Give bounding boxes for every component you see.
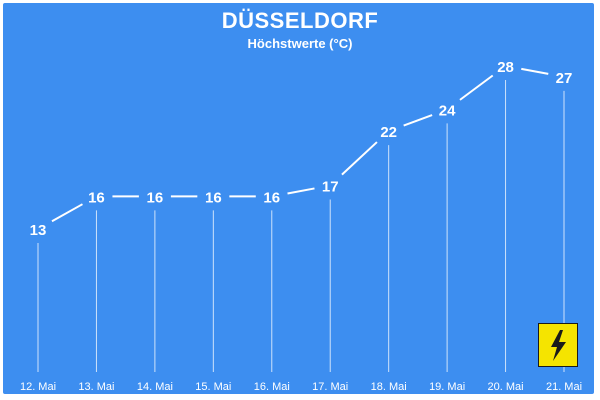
x-tick-label: 14. Mai [137, 381, 173, 393]
x-tick-label: 15. Mai [195, 381, 231, 393]
x-tick-label: 18. Mai [371, 381, 407, 393]
data-label: 13 [30, 222, 47, 239]
chart-subtitle: Höchstwerte (°C) [247, 36, 353, 51]
data-label: 28 [497, 59, 514, 76]
lightning-icon [551, 330, 566, 361]
data-label: 22 [380, 124, 397, 141]
x-tick-label: 19. Mai [429, 381, 465, 393]
x-tick-label: 13. Mai [78, 381, 114, 393]
data-label: 27 [556, 70, 573, 87]
chart-title: DÜSSELDORF [221, 8, 379, 33]
warning-badge [538, 323, 578, 367]
data-label: 24 [439, 102, 456, 119]
data-label: 16 [147, 189, 164, 206]
x-tick-label: 16. Mai [254, 381, 290, 393]
x-tick-label: 21. Mai [546, 381, 582, 393]
series-line-segment [51, 203, 83, 223]
series-line-segment [521, 67, 549, 75]
data-label: 16 [263, 189, 280, 206]
x-tick-label: 20. Mai [488, 381, 524, 393]
series-line-segment [287, 187, 315, 195]
series-line-segment [341, 141, 378, 176]
data-label: 16 [88, 189, 105, 206]
data-label: 16 [205, 189, 222, 206]
series-line-segment [403, 114, 433, 127]
x-tick-label: 17. Mai [312, 381, 348, 393]
data-label: 17 [322, 179, 339, 196]
x-tick-label: 12. Mai [20, 381, 56, 393]
chart-background [3, 3, 594, 394]
series-line-segment [459, 74, 494, 101]
